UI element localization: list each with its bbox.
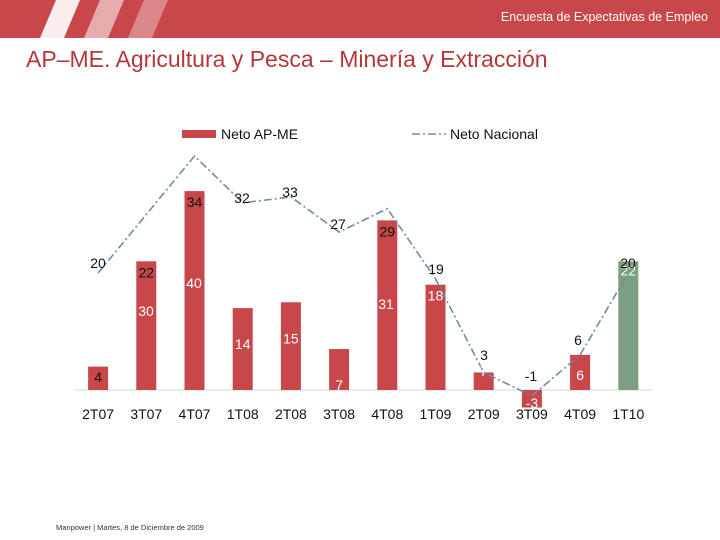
header-bar: Encuesta de Expectativas de Empleo: [0, 0, 720, 38]
bar-label-2T07: 4: [94, 369, 102, 385]
bar-2T08: [280, 302, 301, 390]
page-title: AP–ME. Agricultura y Pesca – Minería y E…: [26, 46, 548, 72]
footer-text: Manpower | Martes, 8 de Diciembre de 200…: [56, 523, 204, 532]
bar-1T09: [425, 284, 446, 390]
tick-label-3T08: 3T08: [323, 406, 355, 422]
tick-label-4T07: 4T07: [179, 406, 211, 422]
line-label-3T08: 27: [330, 216, 346, 232]
line-label-4T08: 31: [378, 296, 394, 312]
bar-1T08: [232, 308, 253, 390]
bar-label-2T09: 7: [480, 363, 488, 379]
line-label-1T08: 32: [234, 190, 250, 206]
logo-shape-1: [40, 0, 80, 38]
legend-bar-swatch: [182, 130, 216, 138]
bar-4T09: [570, 354, 591, 390]
line-label-3T07: 30: [138, 303, 154, 319]
bar-3T09: [521, 390, 542, 408]
logo-shape-3: [128, 0, 168, 38]
chart: Neto AP-ME Neto Nacional 4 22 34 14 15 7 29 18 7 -3…: [74, 126, 653, 422]
line-label-2T08: 33: [282, 184, 298, 200]
bar-label-1T09: 18: [428, 288, 444, 304]
header-subtitle: Encuesta de Expectativas de Empleo: [500, 10, 708, 24]
tick-label-4T08: 4T08: [371, 406, 403, 422]
legend-line-label: Neto Nacional: [450, 126, 538, 142]
bar-3T08: [329, 349, 350, 390]
line-label-1T10: 20: [620, 255, 636, 271]
bar-2T09: [473, 372, 494, 390]
tick-label-2T09: 2T09: [468, 406, 500, 422]
bar-label-3T07: 22: [139, 264, 155, 280]
line-label-1T09: 19: [428, 261, 444, 277]
line-label-2T07: 20: [90, 255, 106, 271]
tick-label-1T09: 1T09: [420, 406, 452, 422]
bar-label-1T10: 22: [621, 262, 637, 278]
legend-bar-label: Neto AP-ME: [221, 126, 298, 142]
logo-shape-2: [84, 0, 124, 38]
tick-label-3T07: 3T07: [130, 406, 162, 422]
line-label-3T09: -1: [525, 368, 538, 384]
tick-label-2T07: 2T07: [82, 406, 114, 422]
tick-label-2T08: 2T08: [275, 406, 307, 422]
bar-label-4T08: 29: [380, 223, 396, 239]
tick-label-1T08: 1T08: [227, 406, 259, 422]
tick-label-1T10: 1T10: [612, 406, 644, 422]
bar-2T07: [88, 366, 109, 390]
bar-label-4T07: 34: [187, 194, 203, 210]
line-label-4T09: 6: [574, 332, 582, 348]
bar-label-2T08: 15: [283, 330, 299, 346]
brand-logo-shapes: [40, 0, 168, 38]
series-line-neto-nacional: [97, 154, 629, 397]
line-label-2T09: 3: [480, 347, 488, 363]
line-label-4T07: 40: [186, 275, 202, 291]
tick-label-4T09: 4T09: [564, 406, 596, 422]
tick-label-3T09: 3T09: [516, 406, 548, 422]
bar-label-3T09: -3: [526, 395, 539, 411]
bar-4T07: [184, 191, 205, 390]
bar-4T08: [377, 220, 398, 390]
bar-3T07: [136, 261, 157, 390]
bar-label-4T09: 6: [576, 367, 584, 383]
bar-label-3T08: 7: [335, 377, 343, 393]
bar-label-1T08: 14: [235, 336, 251, 352]
bar-1T10: [618, 261, 639, 390]
